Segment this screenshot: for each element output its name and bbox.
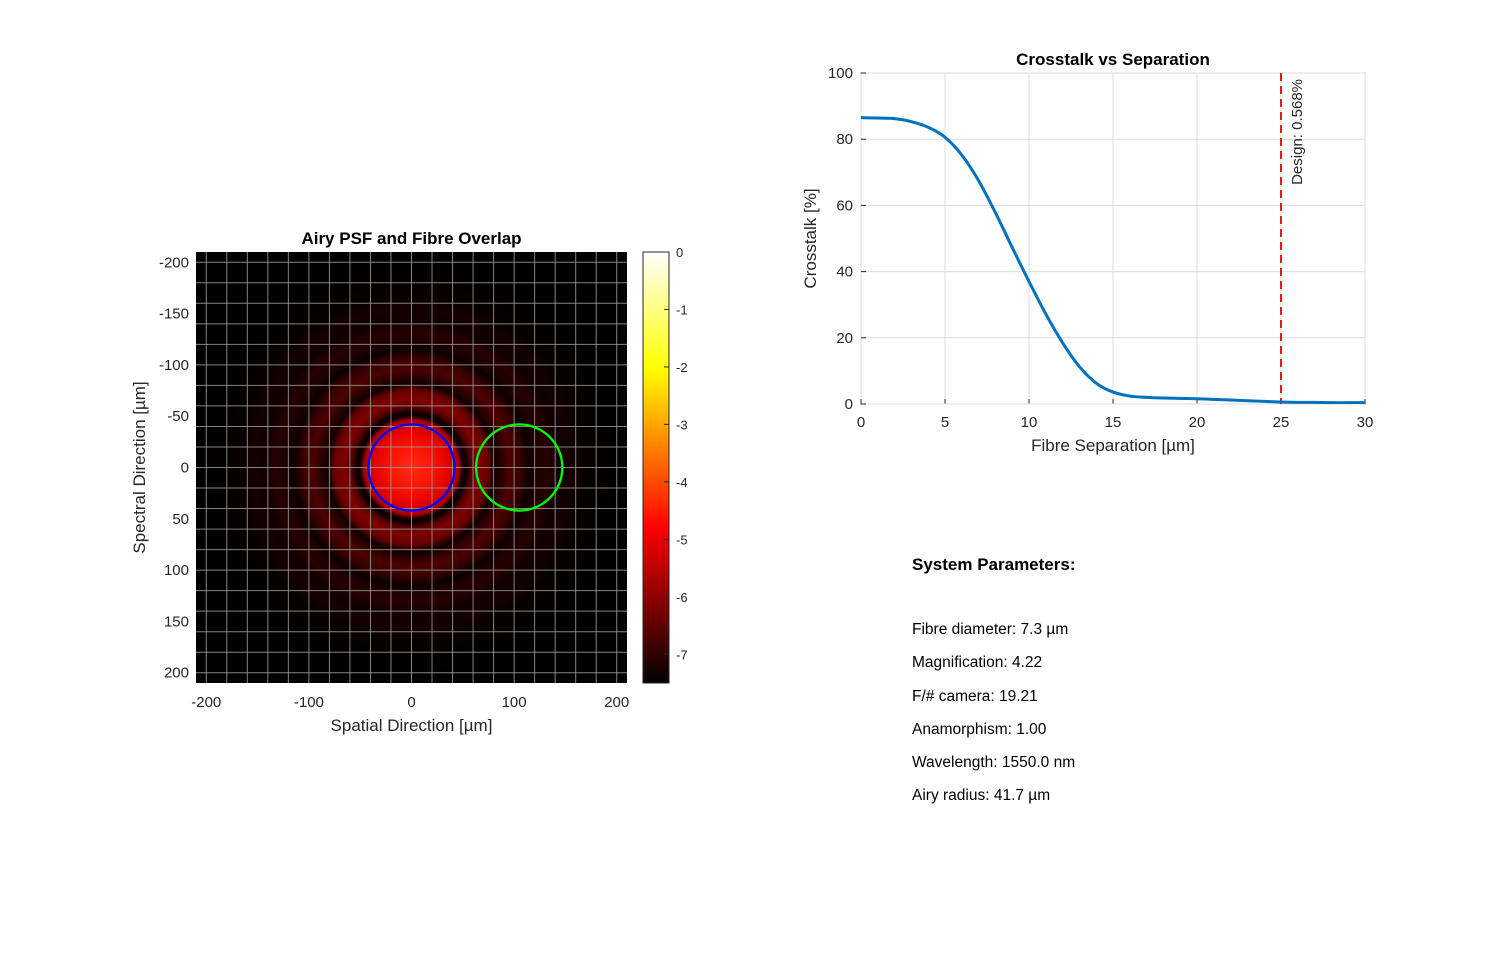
colorbar-scale bbox=[642, 251, 670, 684]
fibre-circles bbox=[367, 423, 564, 512]
heatmap-x-tick-label: 100 bbox=[502, 694, 527, 711]
colorbar: 0 -1 -2 -3 -4 -5 -6 -7 bbox=[642, 245, 688, 684]
heatmap-y-tick-label: 100 bbox=[164, 562, 189, 579]
heatmap-title: Airy PSF and Fibre Overlap bbox=[301, 229, 521, 248]
centre-fibre-circle bbox=[367, 423, 456, 512]
param-fibre-diameter: Fibre diameter: 7.3 µm bbox=[912, 621, 1069, 638]
adjacent-fibre-circle bbox=[474, 423, 564, 512]
line-y-label: Crosstalk [%] bbox=[801, 188, 820, 288]
line-x-tick-label: 25 bbox=[1273, 414, 1290, 431]
colorbar-tick-label: -4 bbox=[676, 475, 688, 490]
line-y-tick-label: 0 bbox=[845, 396, 853, 413]
design-label: Design: 0.568% bbox=[1289, 79, 1306, 185]
param-anamorphism: Anamorphism: 1.00 bbox=[912, 720, 1047, 738]
line-x-tick-label: 30 bbox=[1357, 414, 1374, 431]
colorbar-tick-label: -6 bbox=[676, 590, 688, 605]
heatmap-y-ticks: -200 -150 -100 -50 0 50 100 150 200 bbox=[159, 254, 189, 681]
line-x-label: Fibre Separation [µm] bbox=[1031, 436, 1195, 455]
heatmap-x-ticks: -200 -100 0 100 200 bbox=[191, 694, 629, 711]
heatmap-grid bbox=[196, 252, 627, 683]
param-wavelength: Wavelength: 1550.0 nm bbox=[912, 754, 1076, 772]
colorbar-tick-label: 0 bbox=[676, 245, 683, 260]
heatmap-y-tick-label: 0 bbox=[181, 460, 189, 477]
heatmap-y-tick-label: -200 bbox=[159, 254, 189, 271]
line-x-tick-label: 10 bbox=[1021, 414, 1038, 431]
psf-heatmap-axes: -200 -100 0 100 200 -200 -150 -100 -50 0 50 100 150… bbox=[130, 229, 629, 735]
line-x-ticks: 0 5 10 15 20 25 30 bbox=[857, 414, 1374, 431]
system-parameters: System Parameters: Fibre diameter: 7.3 µ… bbox=[912, 553, 1332, 819]
line-x-tick-label: 0 bbox=[857, 414, 865, 431]
heatmap-x-tick-label: 0 bbox=[407, 694, 415, 711]
param-f-number: F/# camera: 19.21 bbox=[912, 687, 1038, 705]
parameters-title: System Parameters: bbox=[912, 555, 1076, 574]
heatmap-y-tick-label: -150 bbox=[159, 306, 189, 323]
colorbar-tick-label: -3 bbox=[676, 417, 688, 432]
crosstalk-line-axes: 0 5 10 15 20 25 30 0 20 40 60 80 100 Design: 0.568%… bbox=[801, 50, 1373, 455]
line-y-tick-label: 40 bbox=[836, 264, 853, 281]
heatmap-y-tick-label: 150 bbox=[164, 613, 189, 630]
heatmap-y-label: Spectral Direction [µm] bbox=[130, 381, 149, 553]
line-title: Crosstalk vs Separation bbox=[1016, 50, 1210, 69]
line-series bbox=[861, 116, 1365, 404]
line-x-tick-label: 5 bbox=[941, 414, 949, 431]
heatmap-x-tick-label: 200 bbox=[604, 694, 629, 711]
heatmap-x-tick-label: -200 bbox=[191, 694, 221, 711]
heatmap-y-tick-label: -100 bbox=[159, 357, 189, 374]
colorbar-tick-label: -7 bbox=[676, 647, 688, 662]
colorbar-tick-label: -1 bbox=[676, 302, 688, 317]
param-magnification: Magnification: 4.22 bbox=[912, 654, 1043, 672]
line-y-ticks: 0 20 40 60 80 100 bbox=[828, 65, 853, 413]
line-y-tick-label: 100 bbox=[828, 65, 853, 82]
colorbar-tick-label: -5 bbox=[676, 532, 688, 547]
colorbar-tick-label: -2 bbox=[676, 360, 688, 375]
heatmap-x-tick-label: -100 bbox=[294, 694, 324, 711]
line-y-tick-label: 20 bbox=[836, 330, 853, 347]
heatmap-y-tick-label: 50 bbox=[172, 511, 189, 528]
line-x-tick-label: 20 bbox=[1189, 414, 1206, 431]
colorbar-ticks: 0 -1 -2 -3 -4 -5 -6 -7 bbox=[664, 245, 688, 662]
line-y-tick-label: 60 bbox=[836, 197, 853, 214]
heatmap-y-tick-label: -50 bbox=[167, 408, 189, 425]
heatmap-y-tick-label: 200 bbox=[164, 665, 189, 682]
line-x-tick-label: 15 bbox=[1105, 414, 1122, 431]
heatmap-x-label: Spatial Direction [µm] bbox=[331, 716, 493, 735]
param-airy-radius: Airy radius: 41.7 µm bbox=[912, 787, 1051, 805]
line-y-tick-label: 80 bbox=[836, 131, 853, 148]
crosstalk-curve bbox=[861, 116, 1365, 404]
